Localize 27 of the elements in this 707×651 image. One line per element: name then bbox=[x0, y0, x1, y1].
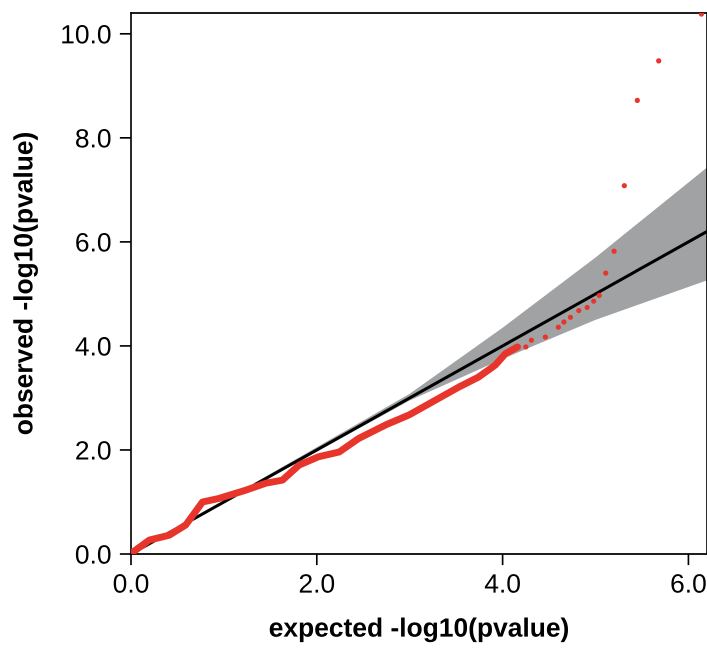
x-axis-title: expected -log10(pvalue) bbox=[270, 617, 568, 642]
x-tick-label: 4.0 bbox=[484, 574, 520, 593]
point bbox=[656, 58, 662, 64]
point bbox=[596, 292, 602, 298]
y-tick-label: 10.0 bbox=[62, 24, 111, 44]
y-tick-label: 0.0 bbox=[76, 545, 111, 564]
point bbox=[622, 183, 627, 188]
y-tick-label: 8.0 bbox=[76, 128, 111, 148]
point bbox=[528, 338, 534, 343]
x-tick-label: 6.0 bbox=[671, 574, 706, 593]
y-axis-title: observed -log10(pvalue) bbox=[13, 133, 38, 434]
point bbox=[556, 324, 561, 330]
point bbox=[542, 334, 548, 340]
y-tick-label: 2.0 bbox=[76, 441, 111, 460]
point bbox=[634, 98, 640, 103]
point bbox=[523, 344, 528, 350]
point bbox=[576, 308, 582, 314]
y-tick-label: 4.0 bbox=[75, 337, 111, 356]
point bbox=[612, 248, 617, 254]
point bbox=[584, 304, 590, 310]
y-tick-label: 6.0 bbox=[76, 233, 111, 252]
x-tick-label: 0.0 bbox=[114, 574, 148, 593]
point bbox=[561, 319, 567, 325]
point bbox=[568, 314, 574, 320]
point bbox=[591, 298, 596, 304]
point bbox=[603, 270, 608, 276]
x-tick-label: 2.0 bbox=[300, 574, 334, 593]
